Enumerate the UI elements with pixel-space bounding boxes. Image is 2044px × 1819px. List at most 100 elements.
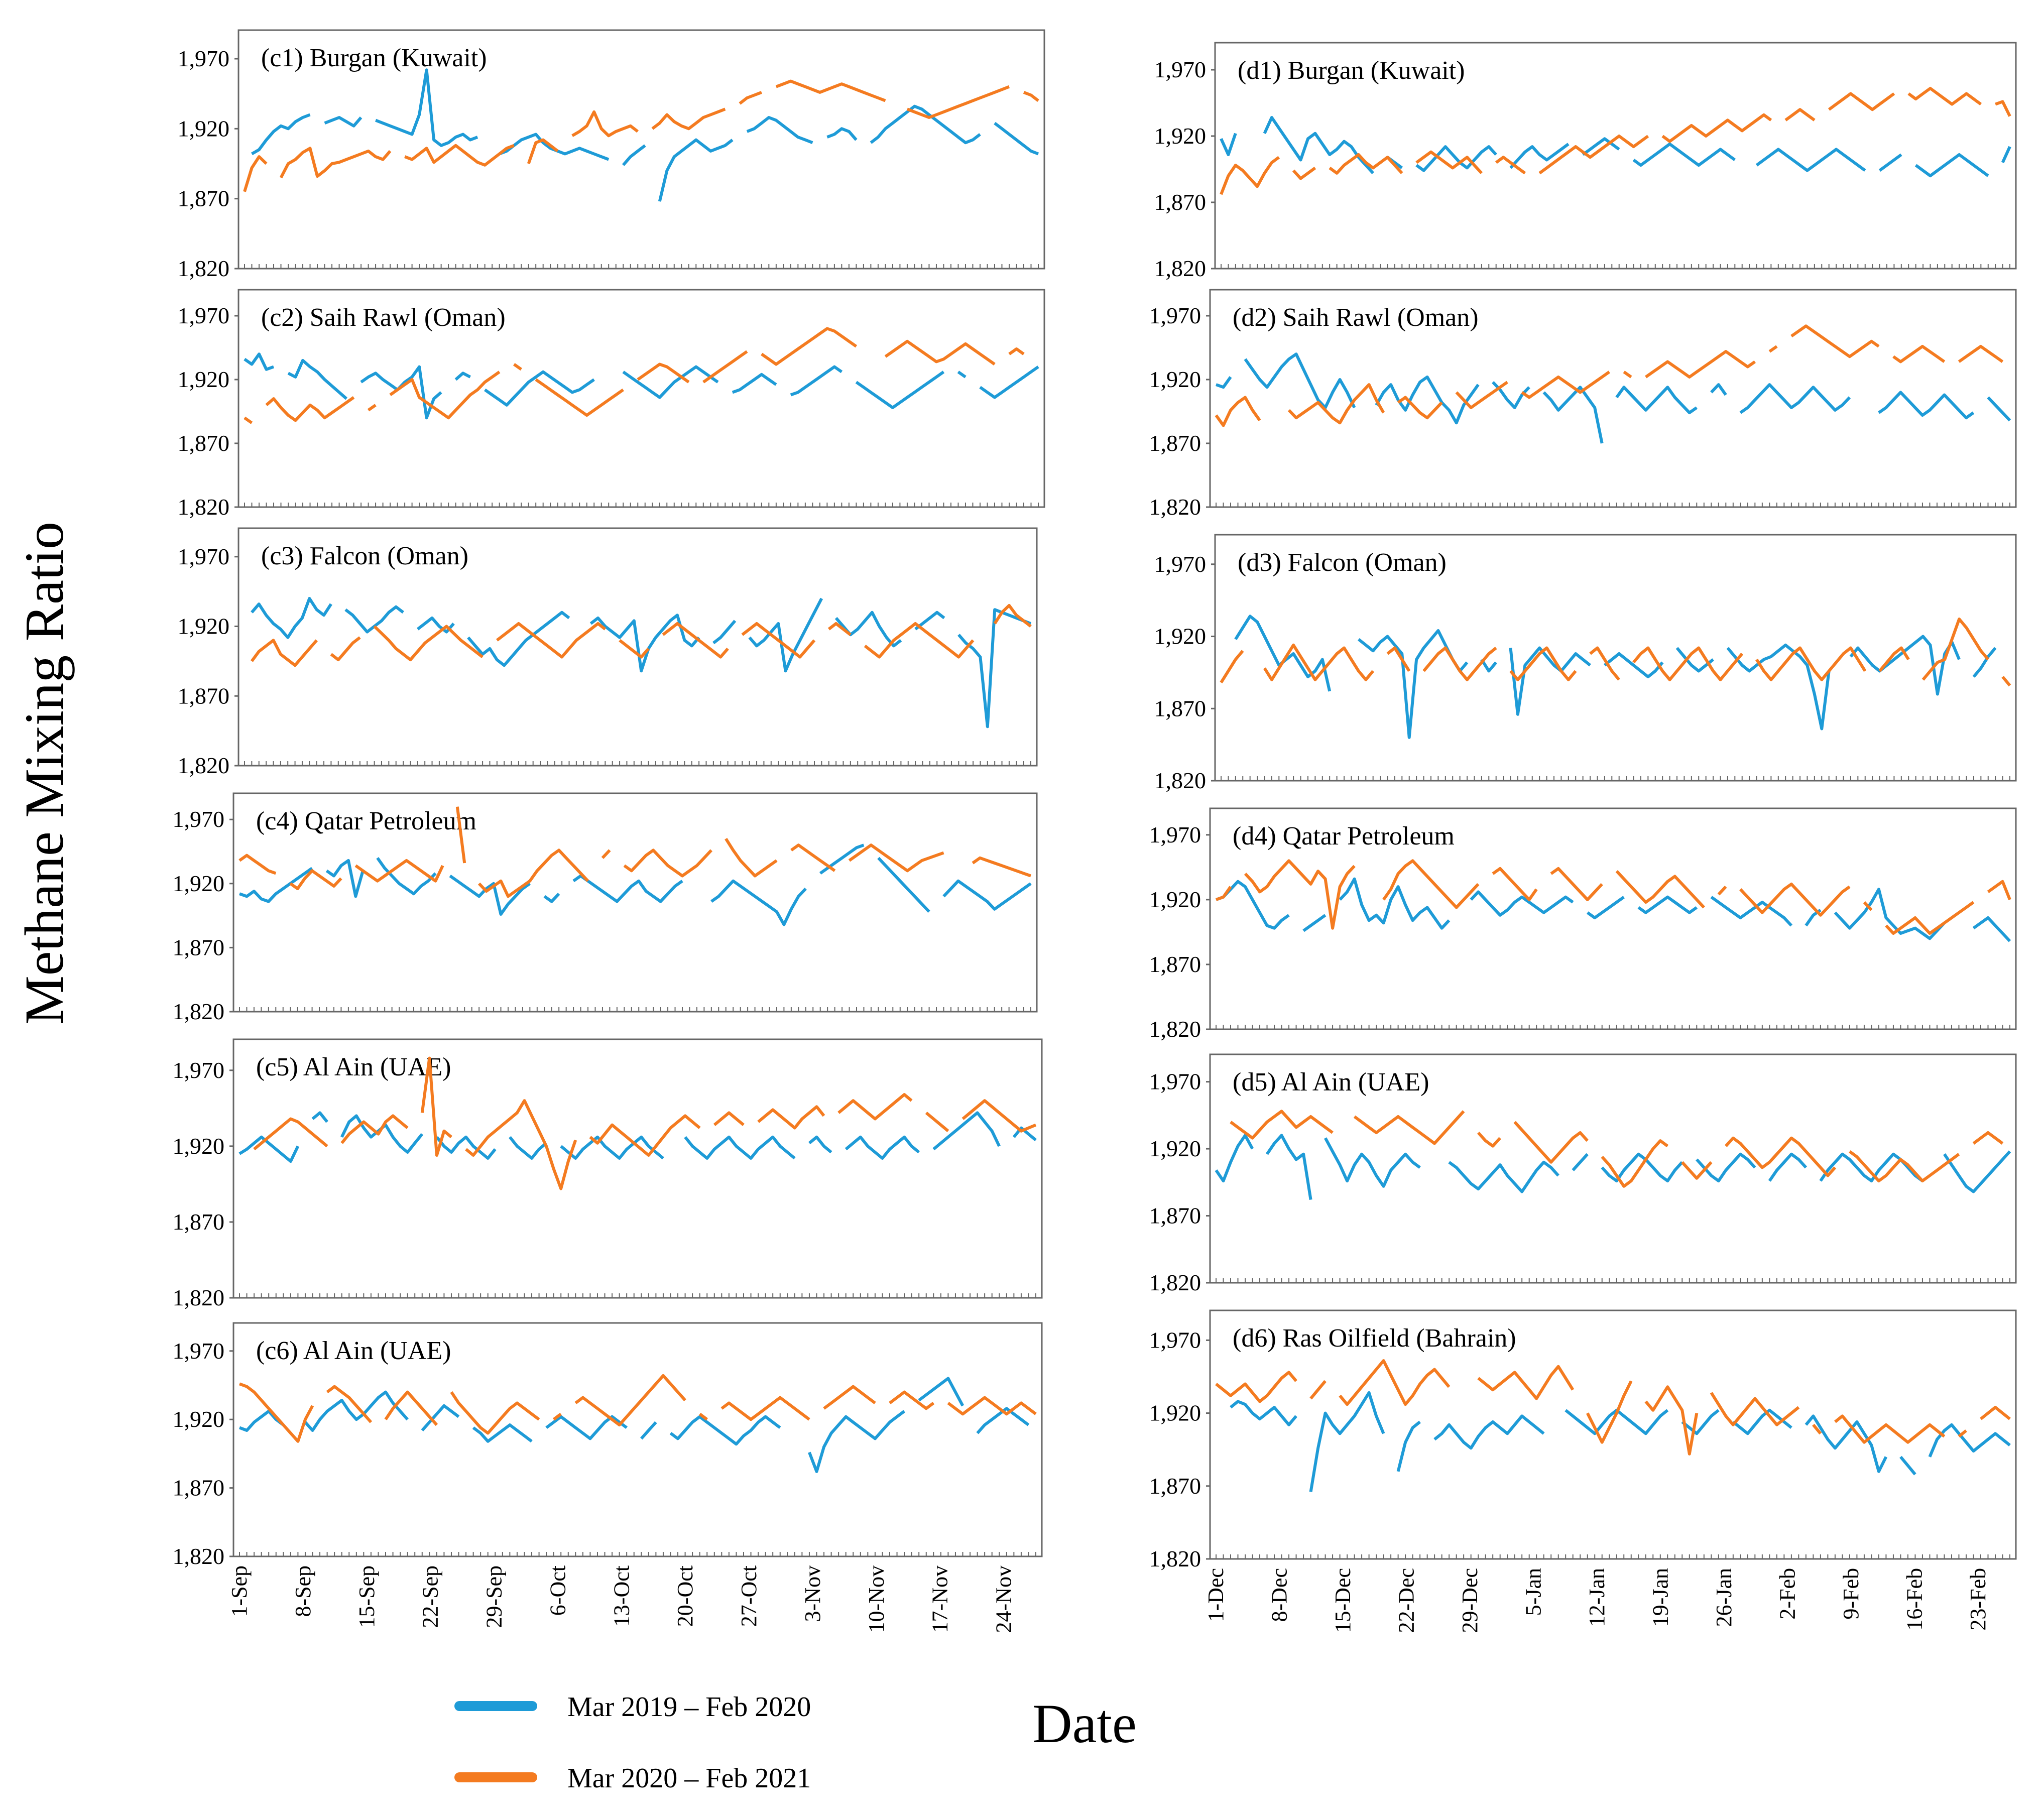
series-line-2019 (304, 1390, 409, 1432)
panel-title: (d4) Qatar Petroleum (1233, 822, 1455, 851)
series-line-2020 (1878, 646, 1910, 672)
series-line-2020 (253, 1117, 328, 1151)
series-line-2019 (509, 1136, 548, 1160)
series-line-2020 (1739, 882, 1851, 917)
y-tick-label: 1,820 (1154, 256, 1207, 281)
series-line-2020 (1601, 1139, 1669, 1188)
series-line-2020 (1645, 350, 1756, 379)
series-line-2020 (827, 622, 852, 636)
plot-frame (232, 792, 1038, 1013)
series-line-2020 (1681, 1161, 1713, 1180)
series-line-2019 (238, 1135, 300, 1163)
chart-panel: 1,820 1,870 1,920 1,970 (c1) Burgan (Kuwait) (178, 29, 1045, 281)
series-line-2019 (1230, 1400, 1297, 1426)
y-tick-label: 1,820 (1154, 768, 1207, 793)
series-line-2020 (513, 363, 522, 371)
x-date-label-right: 12-Jan (1585, 1568, 1609, 1627)
series-line-2020 (1987, 880, 2011, 901)
panel-title: (c5) Al Ain (UAE) (256, 1053, 451, 1081)
series-line-2019 (1834, 888, 1946, 940)
series-line-2019 (467, 611, 570, 667)
chart-panel: 1,820 1,870 1,920 1,970 (d6) Ras Oilfield (B… (1149, 1309, 2017, 1571)
series-line-2020 (1422, 646, 1497, 681)
series-line-2020 (1784, 108, 1816, 122)
series-line-2020 (698, 1412, 708, 1421)
series-line-2020 (1995, 100, 2011, 117)
x-date-label-left: 20-Oct (673, 1565, 697, 1627)
series-line-2020 (1513, 1121, 1589, 1164)
y-tick-label: 1,870 (173, 934, 225, 960)
series-line-2020 (662, 622, 729, 659)
series-line-2019 (622, 144, 646, 166)
series-line-2019 (1696, 1152, 1756, 1183)
series-line-2019 (1604, 652, 1664, 678)
series-line-2019 (1302, 914, 1327, 932)
chart-panel: 1,820 1,870 1,920 1,970 (c4) Qatar Petroleum (173, 792, 1038, 1024)
panel-title: (c4) Qatar Petroleum (256, 807, 476, 835)
series-line-2019 (1244, 352, 1356, 409)
series-line-2019 (472, 1423, 533, 1443)
series-line-2019 (421, 1404, 460, 1431)
series-line-2020 (925, 1112, 949, 1133)
series-line-2019 (746, 116, 813, 144)
series-line-2020 (757, 1105, 825, 1130)
y-tick-label: 1,820 (1149, 494, 1201, 520)
series-line-2019 (855, 371, 945, 409)
series-line-2020 (1710, 1392, 1800, 1426)
plot-frame (232, 1322, 1043, 1557)
series-line-2020 (404, 144, 515, 167)
series-line-2020 (289, 869, 342, 890)
y-tick-label: 1,920 (1149, 887, 1201, 912)
plot-frame (237, 289, 1045, 508)
series-line-2019 (1215, 1134, 1254, 1183)
series-line-2019 (1480, 658, 1498, 673)
series-line-2019 (324, 116, 363, 128)
y-tick-label: 1,920 (1154, 624, 1207, 649)
x-date-label-left: 27-Oct (737, 1565, 761, 1627)
series-line-2020 (1244, 859, 1356, 930)
series-line-2020 (651, 107, 726, 131)
x-date-label-right: 1-Dec (1204, 1568, 1228, 1622)
y-axis-title: Methane Mixing Ratio (14, 522, 75, 1025)
series-line-2020 (1755, 646, 1867, 681)
series-line-2020 (1492, 867, 1538, 901)
series-line-2019 (1878, 153, 1902, 172)
series-line-2020 (243, 155, 268, 192)
series-line-2019 (1710, 896, 1793, 927)
series-line-2019 (484, 370, 595, 407)
series-line-2019 (449, 875, 531, 916)
series-line-2020 (1834, 1414, 1946, 1444)
series-line-2019 (1582, 137, 1620, 156)
series-line-2020 (623, 848, 712, 878)
series-line-2020 (1550, 867, 1603, 901)
series-line-2020 (1329, 153, 1403, 175)
series-line-2020 (1023, 91, 1039, 102)
series-line-2019 (918, 1377, 965, 1407)
plot-frame (1209, 1309, 2017, 1560)
series-line-2019 (819, 843, 865, 875)
series-line-2020 (535, 378, 624, 417)
x-date-label-left: 24-Nov (992, 1565, 1016, 1633)
series-line-2020 (265, 396, 355, 422)
series-line-2020 (1008, 347, 1025, 355)
series-line-2020 (340, 1114, 409, 1144)
series-line-2020 (250, 639, 318, 667)
y-tick-label: 1,870 (173, 1475, 225, 1501)
y-tick-label: 1,820 (1149, 1270, 1201, 1295)
y-tick-label: 1,820 (173, 999, 225, 1024)
x-date-label-left: 6-Oct (545, 1565, 570, 1616)
series-line-2020 (1717, 886, 1727, 896)
series-line-2019 (1755, 148, 1866, 172)
series-line-2020 (330, 636, 361, 662)
series-line-2020 (1215, 886, 1232, 901)
series-line-2020 (741, 622, 816, 659)
series-line-2020 (1615, 870, 1705, 909)
series-line-2019 (658, 138, 734, 202)
x-date-label-left: 13-Oct (609, 1565, 634, 1627)
y-tick-label: 1,970 (1154, 551, 1207, 577)
y-tick-label: 1,970 (178, 544, 230, 569)
series-line-2020 (1386, 646, 1411, 672)
series-line-2019 (287, 358, 348, 400)
y-tick-label: 1,820 (173, 1543, 225, 1569)
x-date-label-left: 3-Nov (800, 1565, 825, 1622)
